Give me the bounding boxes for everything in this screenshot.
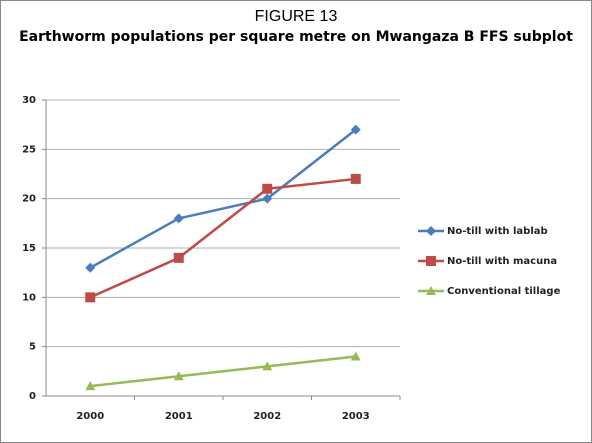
y-tick-label: 0 [29,391,36,402]
data-point [350,351,361,361]
chart-subtitle: Earthworm populations per square metre o… [19,29,573,45]
series-line [90,355,356,388]
data-point [262,361,273,371]
legend-label: Conventional tillage [447,286,561,297]
data-point [85,262,96,273]
data-point [173,252,184,263]
x-tick-label: 2000 [76,411,104,422]
data-point [350,124,361,135]
x-tick-label: 2002 [253,411,281,422]
y-tick-label: 5 [29,342,36,353]
data-point [262,193,273,204]
y-tick-label: 30 [22,95,36,106]
data-point [85,381,96,391]
legend-label: No-till with lablab [447,226,548,237]
series-line [89,177,356,299]
data-point [85,292,96,303]
y-tick-label: 20 [22,194,36,205]
data-point [262,183,273,194]
y-tick-label: 25 [22,144,36,155]
x-tick-label: 2003 [342,411,370,422]
legend-marker [426,226,436,236]
x-tick-label: 2001 [165,411,193,422]
chart-title: FIGURE 13 [254,8,338,25]
series-line [89,128,357,269]
data-point [173,213,184,224]
legend-label: No-till with macuna [447,256,557,267]
legend-marker [426,256,436,266]
y-tick-label: 10 [22,292,36,303]
legend-marker [426,286,436,295]
data-point [350,173,361,184]
data-point [173,371,184,381]
y-tick-label: 15 [22,243,36,254]
